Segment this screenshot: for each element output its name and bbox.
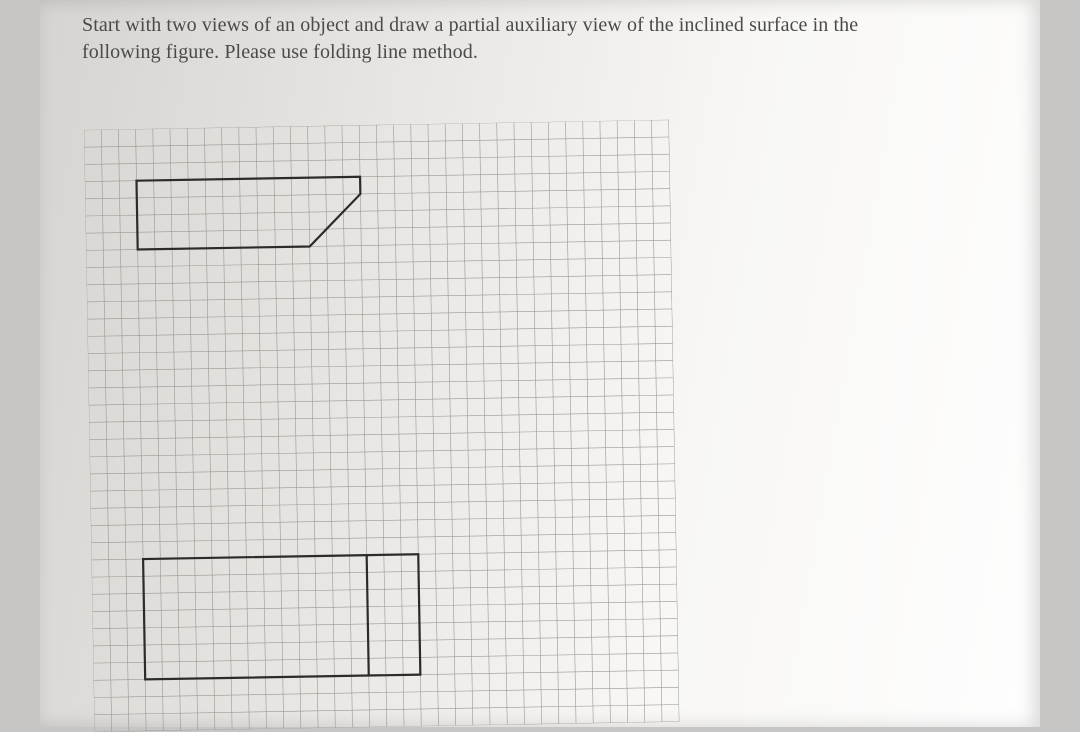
prompt-line-2: following figure. Please use folding lin… xyxy=(82,41,478,63)
question-prompt: Start with two views of an object and dr… xyxy=(82,12,1002,66)
prompt-line-1: Start with two views of an object and dr… xyxy=(82,14,858,36)
worksheet-page: Start with two views of an object and dr… xyxy=(40,0,1040,727)
grid-svg xyxy=(84,120,679,732)
grid-area xyxy=(84,120,679,732)
top-view-inner-edge xyxy=(367,555,369,675)
